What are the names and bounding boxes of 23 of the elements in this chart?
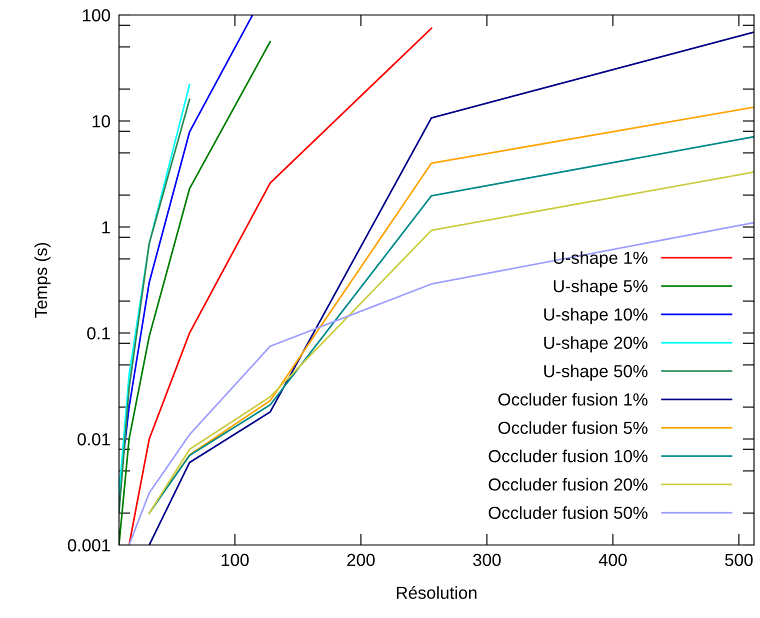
legend-label: U-shape 1% xyxy=(554,251,648,268)
x-tick-label: 300 xyxy=(473,554,501,566)
legend-label: Occluder fusion 5% xyxy=(498,421,648,434)
y-tick-label: 0.01 xyxy=(78,433,110,446)
y-tick-label: 10 xyxy=(92,115,110,128)
x-axis-title: Résolution xyxy=(396,586,476,599)
legend-label: U-shape 50% xyxy=(544,364,648,381)
x-tick-label: 100 xyxy=(222,554,249,566)
y-tick-label: 1 xyxy=(102,221,110,234)
y-tick-label: 0.001 xyxy=(68,539,110,552)
y-tick-label: 0.1 xyxy=(87,327,110,340)
legend-label: U-shape 10% xyxy=(544,308,648,324)
y-axis-title: Temps (s) xyxy=(34,242,51,318)
x-tick-label: 400 xyxy=(598,554,627,566)
legend-label: U-shape 20% xyxy=(544,336,648,352)
legend-label: U-shape 5% xyxy=(554,280,648,296)
legend-label: Occluder fusion 50% xyxy=(488,506,648,519)
x-tick-label: 200 xyxy=(347,554,375,566)
x-tick-label: 500 xyxy=(725,554,753,566)
legend-label: Occluder fusion 20% xyxy=(488,478,648,491)
y-tick-label: 100 xyxy=(83,9,110,22)
legend-label: Occluder fusion 1% xyxy=(498,392,648,406)
legend-label: Occluder fusion 10% xyxy=(488,450,648,462)
